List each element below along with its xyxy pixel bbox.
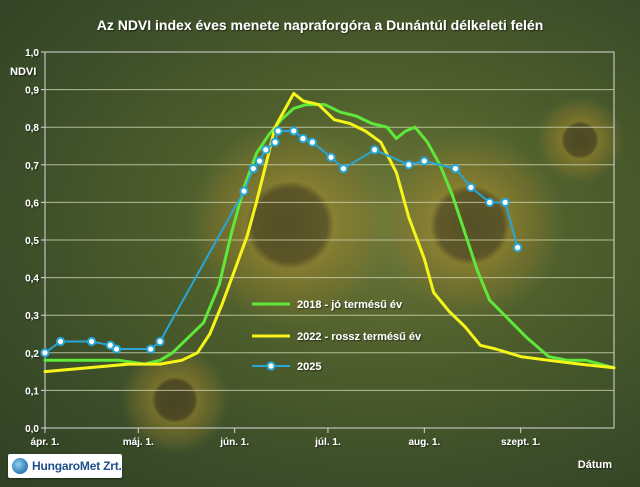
series-point: [289, 126, 299, 136]
y-axis-label: NDVI: [10, 66, 36, 78]
series-point: [404, 160, 414, 170]
x-tick-label: aug. 1.: [408, 437, 440, 448]
x-tick-label: máj. 1.: [123, 437, 154, 448]
x-tick-label: júl. 1.: [314, 437, 341, 448]
series-point: [307, 137, 317, 147]
y-tick-label: 0,6: [25, 198, 39, 209]
gridlines: [45, 89, 614, 391]
legend: 2018 - jó termésű év 2022 - rossz termésű…: [252, 299, 422, 373]
series-point: [146, 344, 156, 354]
x-tick-label: jún. 1.: [219, 437, 249, 448]
chart-title: Az NDVI index éves menete napraforgóra a…: [97, 17, 544, 33]
series-group: [40, 91, 616, 374]
series-point: [55, 336, 66, 347]
y-tick-label: 0,8: [25, 123, 39, 134]
series-point: [248, 163, 258, 174]
series-point: [513, 242, 523, 253]
series-point: [261, 145, 271, 155]
y-tick-label: 0,1: [25, 386, 39, 397]
series-line-0: [43, 103, 616, 370]
series-point: [326, 152, 336, 162]
hungaromet-logo: HungaroMet Zrt.: [8, 454, 122, 478]
series-point: [298, 133, 308, 144]
logo-name: HungaroMet Zrt.: [32, 459, 122, 473]
y-axis-ticks: 0,0 0,1 0,2 0,3 0,4 0,5 0,6 0,7 0,8 0,9 1,0: [25, 48, 45, 435]
legend-label-0: 2018 - jó termésű év: [297, 299, 403, 311]
series-point: [485, 197, 495, 207]
series-point: [111, 344, 122, 354]
series-point: [500, 197, 510, 207]
x-tick-label: szept. 1.: [501, 437, 541, 448]
x-tick-label: ápr. 1.: [31, 437, 60, 448]
series-point: [369, 145, 380, 155]
y-tick-label: 0,5: [25, 236, 39, 247]
series-point: [450, 163, 461, 174]
legend-label-2: 2025: [297, 361, 321, 373]
y-tick-label: 1,0: [25, 48, 39, 59]
series-point: [270, 137, 280, 147]
y-tick-label: 0,2: [25, 349, 39, 360]
legend-marker: [266, 361, 276, 371]
y-tick-label: 0,4: [25, 274, 39, 285]
series-point: [466, 182, 476, 192]
legend-label-1: 2022 - rossz termésű év: [297, 331, 422, 343]
y-tick-label: 0,9: [25, 86, 39, 97]
y-tick-label: 0,7: [25, 161, 39, 172]
y-tick-label: 0,0: [25, 424, 39, 435]
series-point: [87, 336, 97, 347]
series-point: [419, 156, 429, 166]
x-axis-label: Dátum: [578, 459, 612, 471]
globe-icon: [12, 458, 28, 474]
series-point: [239, 186, 249, 196]
series-point: [338, 163, 349, 174]
series-line-1: [43, 91, 616, 374]
series-point: [254, 156, 265, 166]
x-axis-ticks: ápr. 1. máj. 1. jún. 1. júl. 1. aug. 1. szept…: [31, 428, 541, 448]
series-point: [40, 348, 50, 358]
series-line-2: [44, 130, 519, 354]
y-tick-label: 0,3: [25, 311, 39, 322]
series-point: [155, 336, 165, 347]
series-point: [273, 126, 283, 136]
